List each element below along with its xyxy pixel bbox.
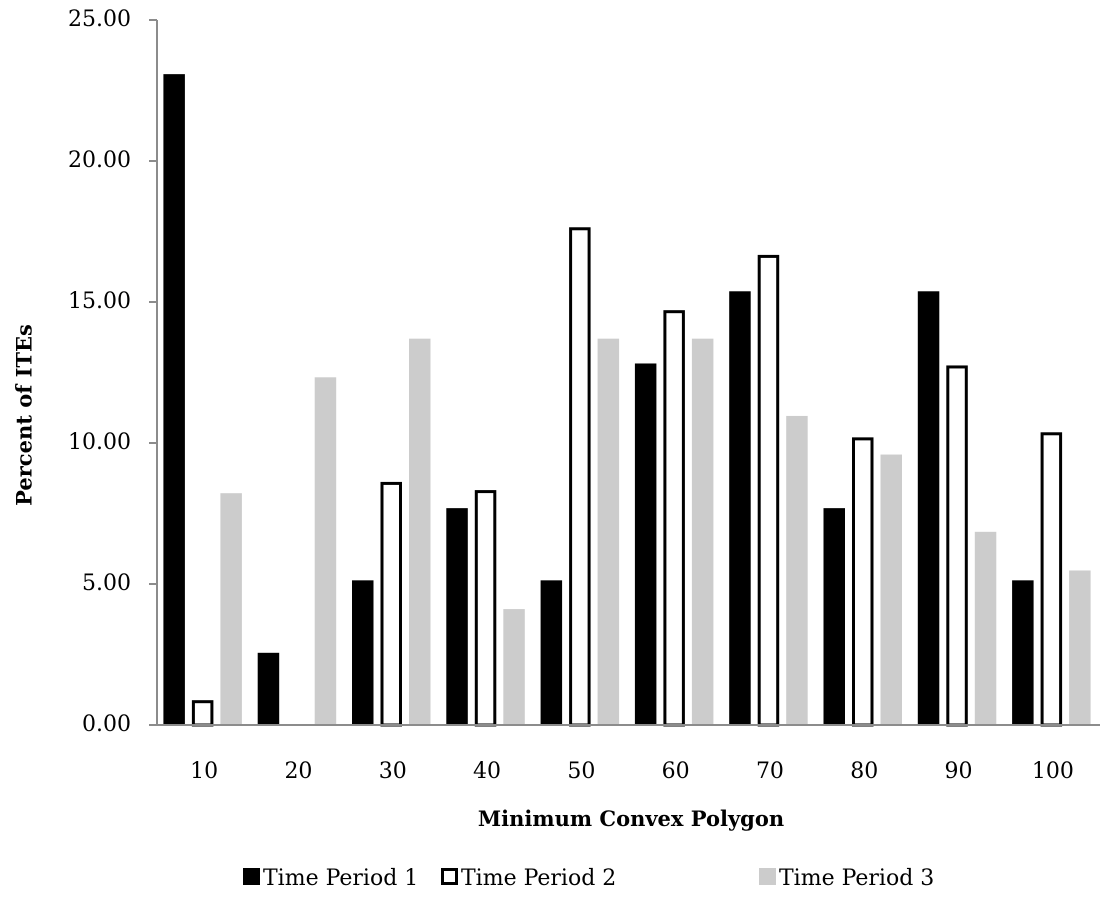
y-tick-label: 5.00 xyxy=(82,571,131,596)
bar-series-3-30 xyxy=(409,338,431,725)
bar-series-2-60 xyxy=(663,310,685,727)
legend-item-2: Time Period 2 xyxy=(441,866,616,891)
bar-series-2-50 xyxy=(569,227,591,727)
x-tick-label: 70 xyxy=(756,759,784,784)
legend-swatch xyxy=(243,868,260,885)
x-axis-title: Minimum Convex Polygon xyxy=(478,806,784,831)
legend-swatch xyxy=(441,868,458,885)
bar-series-3-40 xyxy=(503,609,525,725)
x-tick-label: 90 xyxy=(945,759,973,784)
bar-series-1-80 xyxy=(823,508,845,725)
y-axis-title: Percent of ITEs xyxy=(12,324,37,506)
y-tick-label: 10.00 xyxy=(68,430,131,455)
bar-series-1-30 xyxy=(352,580,374,725)
bar-series-3-60 xyxy=(691,338,714,725)
bar-series-3-70 xyxy=(786,415,808,725)
legend-item-1: Time Period 1 xyxy=(243,866,418,891)
y-tick-label: 0.00 xyxy=(82,712,131,737)
x-tick-label: 20 xyxy=(284,759,312,784)
bar-series-1-60 xyxy=(634,363,657,725)
bar-series-3-10 xyxy=(220,493,242,725)
x-tick-label: 30 xyxy=(379,759,407,784)
x-tick-label: 80 xyxy=(850,759,878,784)
bar-series-2-80 xyxy=(852,437,874,727)
bar-series-1-70 xyxy=(729,291,751,725)
bar-series-1-100 xyxy=(1012,580,1034,725)
bar-series-3-50 xyxy=(597,338,620,725)
bar-series-3-20 xyxy=(314,377,337,725)
bar-series-3-80 xyxy=(880,454,902,725)
bar-series-1-50 xyxy=(540,580,563,725)
bars xyxy=(163,74,1091,727)
legend-label: Time Period 1 xyxy=(263,866,418,891)
bar-series-1-40 xyxy=(446,508,468,725)
y-tick-label: 25.00 xyxy=(68,7,131,32)
y-axis-ticks: 0.00 5.00 10.00 15.00 20.00 25.00 xyxy=(68,7,157,737)
bar-series-1-90 xyxy=(917,291,940,725)
y-tick-label: 15.00 xyxy=(68,289,131,314)
x-tick-label: 40 xyxy=(473,759,501,784)
x-tick-label: 50 xyxy=(567,759,595,784)
bar-series-3-100 xyxy=(1069,570,1091,725)
bar-series-2-10 xyxy=(191,700,214,727)
bar-series-2-90 xyxy=(946,365,968,727)
legend: Time Period 1 Time Period 2 Time Period 3 xyxy=(243,866,934,891)
x-axis-ticks: 10 20 30 40 50 60 70 80 90 100 xyxy=(190,759,1074,784)
legend-label: Time Period 2 xyxy=(461,866,616,891)
bar-series-1-20 xyxy=(257,652,280,725)
bar-series-3-90 xyxy=(974,531,997,725)
bar-series-2-40 xyxy=(474,490,497,727)
legend-item-3: Time Period 3 xyxy=(759,866,934,891)
legend-swatch xyxy=(759,868,776,885)
x-tick-label: 10 xyxy=(190,759,218,784)
y-tick-label: 20.00 xyxy=(68,148,131,173)
legend-label: Time Period 3 xyxy=(779,866,934,891)
bar-series-2-100 xyxy=(1040,432,1063,727)
bar-series-2-30 xyxy=(380,481,402,727)
x-tick-label: 60 xyxy=(662,759,690,784)
bar-series-2-70 xyxy=(757,254,780,727)
bar-series-1-10 xyxy=(163,74,185,726)
x-tick-label: 100 xyxy=(1032,759,1074,784)
